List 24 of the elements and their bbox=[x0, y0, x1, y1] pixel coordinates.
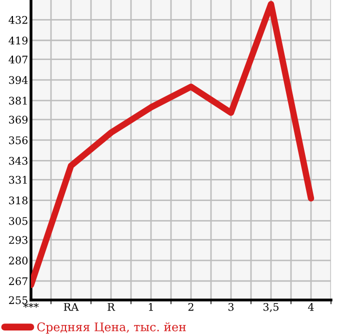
x-tick-label: R bbox=[108, 303, 116, 311]
x-tick-label: 1 bbox=[148, 302, 153, 311]
y-tick-label: 318 bbox=[9, 196, 28, 204]
y-tick-label: 267 bbox=[9, 277, 28, 286]
x-tick-label: 4 bbox=[308, 302, 314, 311]
y-tick-label: 305 bbox=[9, 217, 28, 225]
y-tick-label: 343 bbox=[9, 156, 28, 165]
y-tick-label: 369 bbox=[9, 116, 28, 124]
y-tick-label: 419 bbox=[8, 36, 28, 44]
y-tick-label: 356 bbox=[9, 136, 28, 144]
y-tick-label: 394 bbox=[9, 76, 28, 84]
y-tick-label: 432 bbox=[8, 16, 28, 24]
x-tick-label: *** bbox=[23, 302, 39, 308]
x-tick-label: 2 bbox=[188, 302, 194, 311]
y-tick-label: 331 bbox=[9, 176, 27, 184]
y-tick-label: 255 bbox=[9, 296, 28, 304]
y-tick-label: 280 bbox=[9, 256, 28, 265]
x-tick-label: 3 bbox=[228, 302, 234, 311]
x-tick-label: RA bbox=[64, 303, 79, 311]
x-tick-label: 3,5 bbox=[264, 302, 278, 312]
y-tick-label: 407 bbox=[8, 56, 28, 64]
legend-label: Средняя Цена, тыс. йен bbox=[37, 322, 186, 334]
y-tick-label: 293 bbox=[9, 236, 28, 244]
y-tick-label: 381 bbox=[9, 96, 27, 105]
